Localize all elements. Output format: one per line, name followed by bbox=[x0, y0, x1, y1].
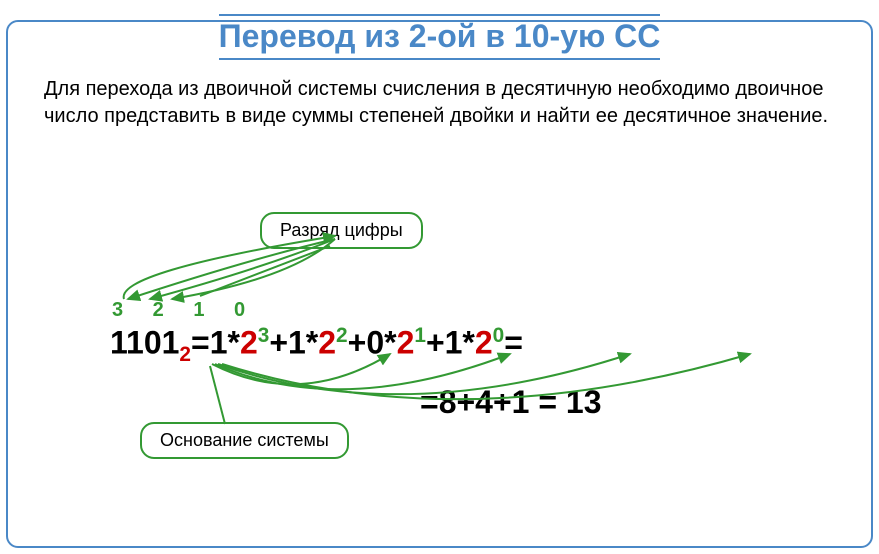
callout-base: Основание системы bbox=[140, 422, 349, 459]
formula-line-2: =8+4+1 = 13 bbox=[420, 384, 602, 421]
callout-top-label: Разряд цифры bbox=[280, 220, 403, 240]
callout-bottom-label: Основание системы bbox=[160, 430, 329, 450]
callout-digit-position: Разряд цифры bbox=[260, 212, 423, 249]
formula-line-1: 11012=1*23+1*22+0*21+1*20= bbox=[110, 324, 523, 367]
slide-frame bbox=[6, 20, 873, 548]
position-digits: 3 2 1 0 bbox=[112, 299, 257, 322]
